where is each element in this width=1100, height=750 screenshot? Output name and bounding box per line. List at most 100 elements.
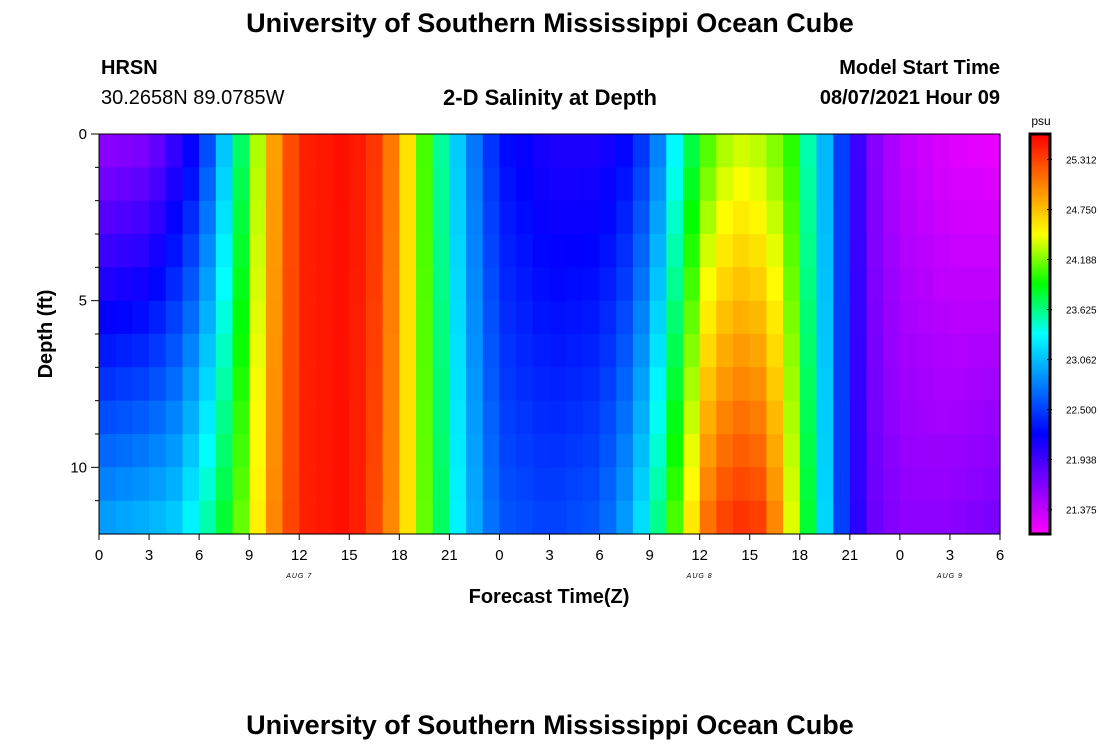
heatmap-cell (132, 367, 150, 402)
heatmap-cell (966, 134, 984, 168)
heatmap-cell (132, 200, 150, 235)
heatmap-cell (682, 134, 701, 168)
heatmap-cell (432, 167, 450, 202)
heatmap-cell (983, 367, 1001, 402)
heatmap-cell (182, 234, 200, 268)
heatmap-cell (666, 300, 684, 335)
heatmap-cell (349, 434, 367, 468)
colorbar-unit: psu (1031, 114, 1050, 128)
heatmap-cell (482, 434, 501, 468)
heatmap-cell (199, 300, 217, 335)
heatmap-cell (883, 267, 901, 302)
heatmap-cell (766, 334, 784, 368)
heatmap-cell (149, 334, 167, 368)
heatmap-cell (149, 267, 167, 302)
heatmap-cell (215, 500, 234, 535)
heatmap-cell (666, 267, 684, 302)
heatmap-cell (349, 400, 367, 435)
heatmap-cell (299, 134, 317, 168)
heatmap-cell (582, 267, 601, 302)
heatmap-cell (616, 200, 634, 235)
heatmap-cell (783, 367, 801, 402)
heatmap-cell (232, 334, 250, 368)
heatmap-cell (232, 134, 250, 168)
heatmap-cell (265, 134, 284, 168)
heatmap-cell (315, 500, 334, 535)
heatmap-cell (265, 334, 284, 368)
heatmap-cell (899, 267, 918, 302)
heatmap-cell (883, 300, 901, 335)
heatmap-cell (399, 234, 417, 268)
heatmap-cell (849, 500, 868, 535)
heatmap-cell (983, 400, 1001, 435)
heatmap-cell (883, 334, 901, 368)
heatmap-cell (215, 267, 234, 302)
heatmap-cell (766, 434, 784, 468)
colorbar-tick-label: 22.500 (1066, 406, 1097, 417)
heatmap-cell (132, 434, 150, 468)
heatmap-cell (282, 334, 300, 368)
heatmap-cell (332, 334, 350, 368)
heatmap-cell (866, 467, 884, 502)
heatmap-cell (449, 500, 467, 535)
heatmap-cell (416, 434, 434, 468)
heatmap-cell (99, 167, 117, 202)
heatmap-cell (716, 467, 734, 502)
heatmap-cell (265, 300, 284, 335)
heatmap-cell (649, 167, 667, 202)
heatmap-cell (332, 300, 350, 335)
heatmap-cell (716, 500, 734, 535)
heatmap-cell (733, 134, 751, 168)
heatmap-cell (165, 400, 184, 435)
heatmap-cell (532, 467, 551, 502)
heatmap-cell (349, 367, 367, 402)
heatmap-cell (282, 134, 300, 168)
colorbar-tick-label: 21.375 (1066, 506, 1097, 517)
heatmap-cell (649, 500, 667, 535)
heatmap-cell (99, 234, 117, 268)
heatmap-cell (816, 334, 834, 368)
heatmap-cell (132, 167, 150, 202)
heatmap-cell (849, 200, 868, 235)
heatmap-cell (516, 334, 534, 368)
heatmap-cell (432, 467, 450, 502)
heatmap-cell (249, 467, 267, 502)
heatmap-cell (849, 434, 868, 468)
heatmap-cell (983, 300, 1001, 335)
heatmap-cell (249, 367, 267, 402)
heatmap-cell (899, 500, 918, 535)
heatmap-cell (532, 400, 551, 435)
heatmap-cell (115, 300, 133, 335)
heatmap-cell (399, 334, 417, 368)
heatmap-cell (582, 467, 601, 502)
heatmap-cell (549, 134, 567, 168)
heatmap-cell (716, 300, 734, 335)
heatmap-cell (933, 500, 951, 535)
heatmap-cell (399, 367, 417, 402)
heatmap-cell (382, 234, 400, 268)
heatmap-cell (516, 500, 534, 535)
heatmap-cell (516, 467, 534, 502)
heatmap-cell (365, 234, 384, 268)
heatmap-cell (182, 200, 200, 235)
heatmap-cell (165, 167, 184, 202)
heatmap-cell (149, 134, 167, 168)
heatmap-cell (499, 234, 517, 268)
heatmap-cell (299, 434, 317, 468)
heatmap-cell (165, 300, 184, 335)
heatmap-cell (899, 167, 918, 202)
heatmap-cell (466, 167, 484, 202)
heatmap-cell (566, 434, 584, 468)
heatmap-cell (416, 234, 434, 268)
heatmap-cell (99, 434, 117, 468)
heatmap-cell (532, 334, 551, 368)
heatmap-cell (966, 234, 984, 268)
heatmap-cell (949, 134, 968, 168)
heatmap-cell (249, 200, 267, 235)
heatmap-cell (416, 167, 434, 202)
heatmap-cell (165, 467, 184, 502)
heatmap-cell (149, 400, 167, 435)
heatmap-cell (949, 267, 968, 302)
heatmap-cell (566, 467, 584, 502)
heatmap-cell (449, 334, 467, 368)
